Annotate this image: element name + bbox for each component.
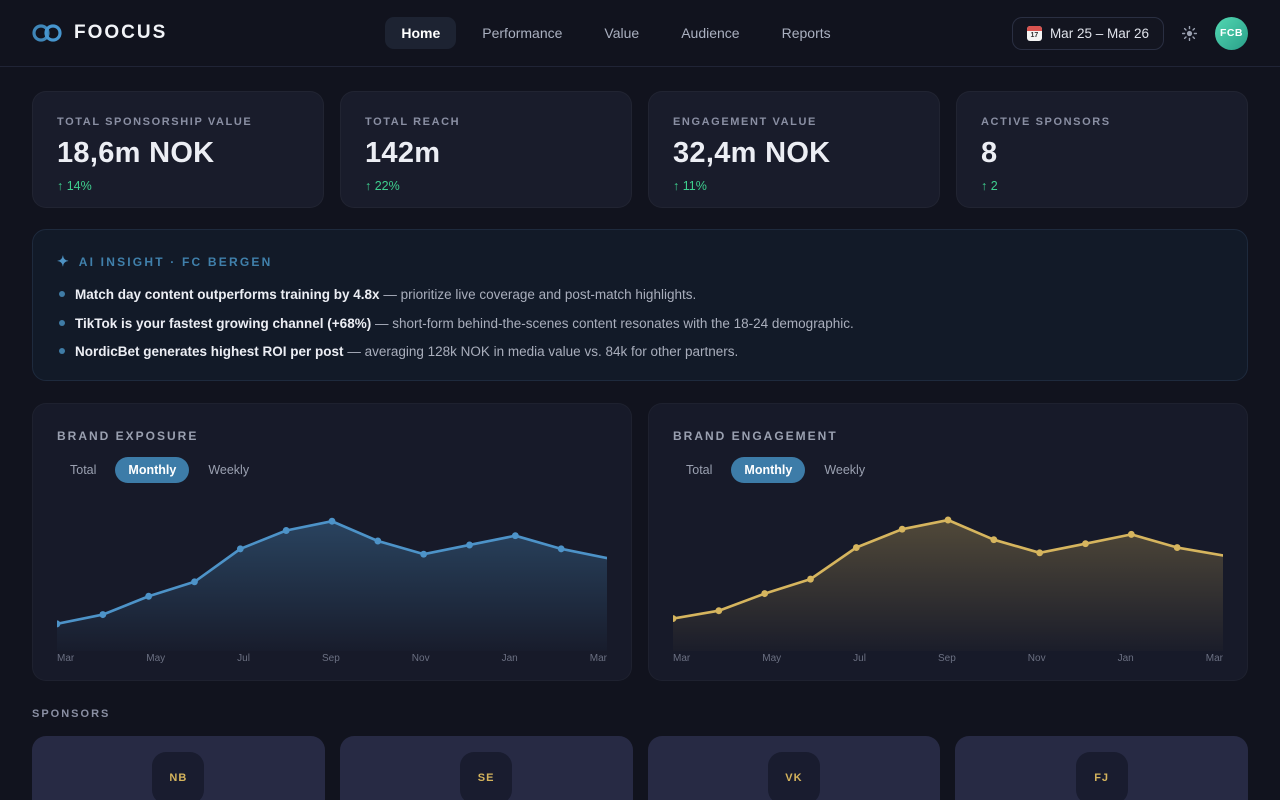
tab-monthly[interactable]: Monthly	[115, 457, 190, 483]
stat-delta: ↑ 11%	[673, 179, 707, 193]
stat-delta: ↑ 22%	[365, 179, 400, 193]
sponsors-row: NB SE VK FJ	[32, 736, 1248, 800]
sponsor-card-se[interactable]: SE	[339, 736, 633, 800]
brand-name: FOOCUS	[74, 22, 168, 43]
tab-weekly[interactable]: Weekly	[195, 457, 262, 483]
sparkle-icon: ✦	[57, 253, 69, 269]
date-range-picker[interactable]: 17 Mar 25 – Mar 26	[1011, 16, 1164, 50]
stat-value: 32,4m NOK	[673, 137, 831, 169]
ai-insight-title: AI INSIGHT · FC BERGEN	[78, 254, 273, 269]
x-axis-tick: Mar	[57, 653, 75, 664]
ai-insight-panel: ✦ AI INSIGHT · FC BERGEN Match day conte…	[32, 229, 1248, 381]
main-nav: Home Performance Value Audience Reports	[385, 17, 846, 49]
brand-exposure-card: BRAND EXPOSURE Total Monthly Weekly Mar M…	[32, 403, 632, 681]
nav-item-audience[interactable]: Audience	[665, 17, 755, 49]
sponsor-logo-tile: SE	[460, 752, 513, 800]
dashboard-main: TOTAL SPONSORSHIP VALUE 18,6m NOK ↑ 14% …	[0, 67, 1280, 800]
sponsor-card-nb[interactable]: NB	[32, 736, 325, 800]
x-axis-tick: May	[146, 653, 166, 664]
x-axis-tick: Jul	[237, 653, 250, 664]
sponsors-section-title: SPONSORS	[32, 708, 111, 720]
x-axis-labels: Mar May Jul Sep Nov Jan Mar	[673, 651, 1223, 670]
stats-row: TOTAL SPONSORSHIP VALUE 18,6m NOK ↑ 14% …	[32, 91, 1248, 208]
stat-value: 18,6m NOK	[57, 137, 215, 169]
x-axis-tick: Jan	[501, 653, 518, 664]
x-axis-tick: Nov	[411, 653, 430, 664]
tab-weekly[interactable]: Weekly	[811, 457, 878, 483]
stat-delta: ↑ 2	[981, 179, 998, 193]
stat-label: TOTAL REACH	[365, 116, 461, 128]
stat-label: ENGAGEMENT VALUE	[673, 116, 817, 128]
chart-period-tabs: Total Monthly Weekly	[673, 457, 1223, 483]
sun-icon	[1181, 25, 1197, 41]
stat-label: ACTIVE SPONSORS	[981, 116, 1111, 128]
x-axis-tick: Sep	[321, 653, 340, 664]
nav-item-reports[interactable]: Reports	[766, 17, 847, 49]
sponsor-card-vk[interactable]: VK	[647, 736, 941, 800]
brand-engagement-card: BRAND ENGAGEMENT Total Monthly Weekly Ma…	[648, 403, 1248, 681]
tab-monthly[interactable]: Monthly	[731, 457, 806, 483]
header-controls: 17 Mar 25 – Mar 26 FCB	[1000, 16, 1248, 50]
tab-total[interactable]: Total	[57, 457, 109, 483]
sponsor-logo-tile: VK	[767, 752, 820, 800]
top-bar: FOOCUS Home Performance Value Audience R…	[0, 0, 1280, 67]
chart-period-tabs: Total Monthly Weekly	[57, 457, 607, 483]
x-axis-tick: Jul	[853, 653, 866, 664]
x-axis-tick: May	[762, 653, 782, 664]
x-axis-tick: Mar	[1205, 653, 1223, 664]
x-axis-tick: Nov	[1027, 653, 1046, 664]
chart-title: BRAND EXPOSURE	[57, 429, 199, 443]
ai-insight-item: TikTok is your fastest growing channel (…	[57, 314, 1223, 334]
stat-card-total-reach: TOTAL REACH 142m ↑ 22%	[340, 91, 632, 208]
stat-delta: ↑ 14%	[57, 179, 92, 193]
stat-card-engagement-value: ENGAGEMENT VALUE 32,4m NOK ↑ 11%	[648, 91, 940, 208]
x-axis-tick: Sep	[937, 653, 956, 664]
infinity-logo-icon	[32, 24, 62, 42]
nav-item-performance[interactable]: Performance	[466, 17, 578, 49]
chart-title: BRAND ENGAGEMENT	[673, 429, 838, 443]
brand: FOOCUS	[32, 22, 232, 44]
brand-exposure-chart	[57, 493, 607, 651]
nav-item-value[interactable]: Value	[588, 17, 655, 49]
x-axis-labels: Mar May Jul Sep Nov Jan Mar	[57, 651, 607, 670]
x-axis-tick: Jan	[1117, 653, 1134, 664]
sponsor-logo-tile: NB	[152, 752, 205, 800]
x-axis-tick: Mar	[589, 653, 607, 664]
tab-total[interactable]: Total	[673, 457, 725, 483]
nav-item-home[interactable]: Home	[385, 17, 457, 49]
stat-value: 8	[981, 137, 998, 169]
ai-insight-item: NordicBet generates highest ROI per post…	[57, 342, 1223, 362]
stat-value: 142m	[365, 137, 441, 169]
sponsor-card-fj[interactable]: FJ	[955, 736, 1248, 800]
stat-label: TOTAL SPONSORSHIP VALUE	[57, 116, 253, 128]
calendar-icon: 17	[1026, 25, 1042, 41]
ai-insight-item: Match day content outperforms training b…	[57, 285, 1223, 305]
theme-toggle-button[interactable]	[1180, 24, 1199, 43]
ai-insight-list: Match day content outperforms training b…	[57, 285, 1223, 362]
user-avatar[interactable]: FCB	[1214, 16, 1248, 50]
charts-row: BRAND EXPOSURE Total Monthly Weekly Mar M…	[32, 403, 1248, 681]
date-range-label: Mar 25 – Mar 26	[1049, 25, 1149, 41]
sponsor-logo-tile: FJ	[1075, 752, 1128, 800]
brand-engagement-chart	[673, 493, 1223, 651]
x-axis-tick: Mar	[673, 653, 691, 664]
stat-card-active-sponsors: ACTIVE SPONSORS 8 ↑ 2	[956, 91, 1248, 208]
stat-card-sponsorship-value: TOTAL SPONSORSHIP VALUE 18,6m NOK ↑ 14%	[32, 91, 324, 208]
